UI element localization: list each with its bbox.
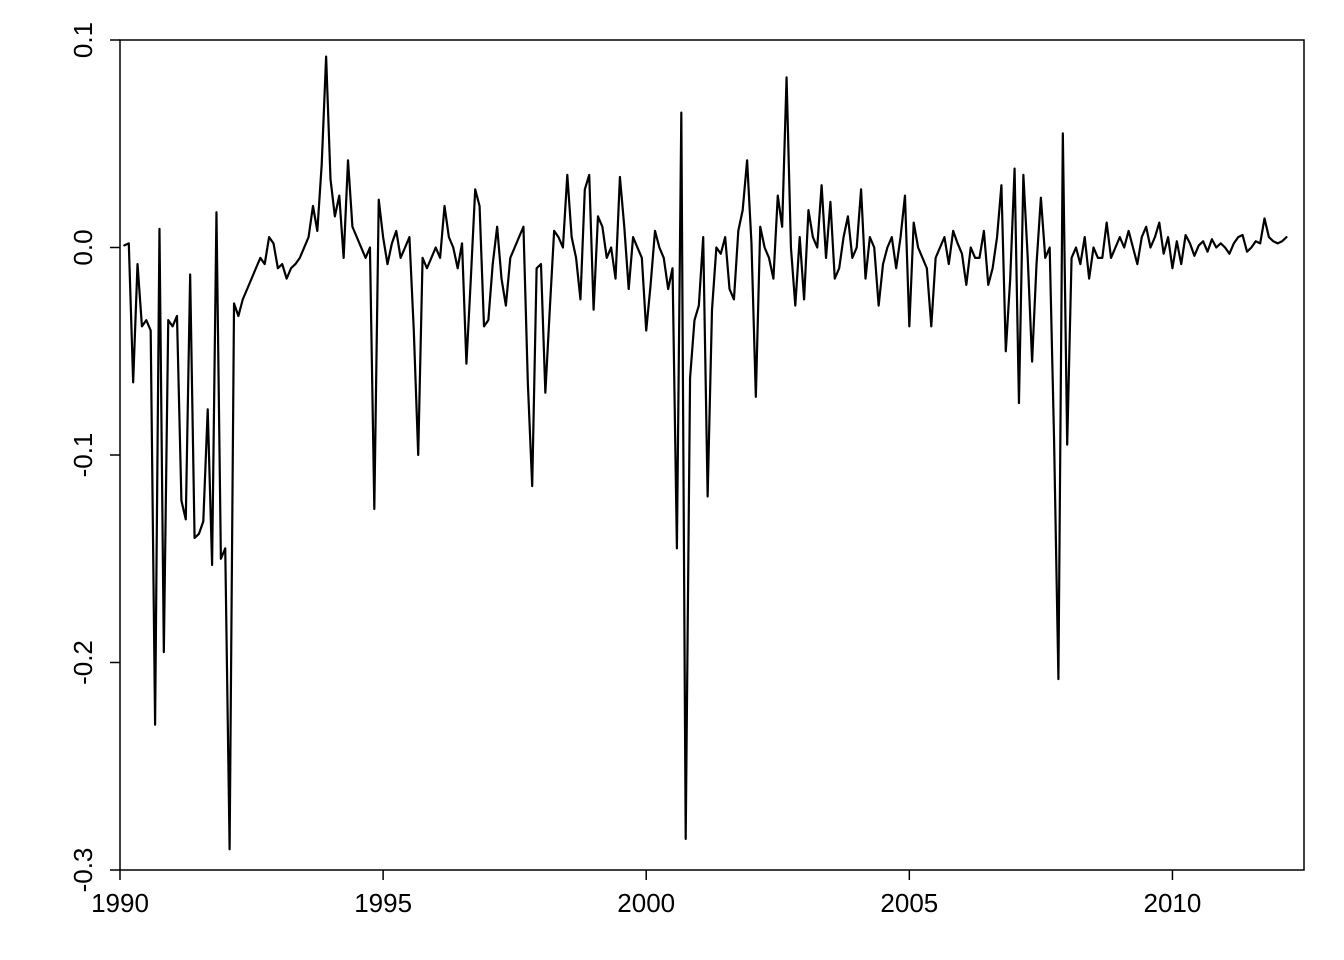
plot-border [120,40,1304,870]
x-tick-label: 2000 [617,888,675,918]
y-tick-label: -0.2 [68,640,98,685]
y-tick-label: -0.1 [68,433,98,478]
timeseries-chart: 1990 1995 2000 2005 2010 -0.3 -0.2 -0.1 0.0 0.1 [0,0,1344,960]
x-tick-label: 2010 [1144,888,1202,918]
x-tick-label: 1990 [91,888,149,918]
x-tick-label: 1995 [354,888,412,918]
chart-svg: 1990 1995 2000 2005 2010 -0.3 -0.2 -0.1 0.0 0.1 [0,0,1344,960]
data-line [124,57,1286,850]
y-tick-label: -0.3 [68,848,98,893]
y-tick-label: 0.1 [68,22,98,58]
y-tick-label: 0.0 [68,229,98,265]
x-tick-label: 2005 [880,888,938,918]
